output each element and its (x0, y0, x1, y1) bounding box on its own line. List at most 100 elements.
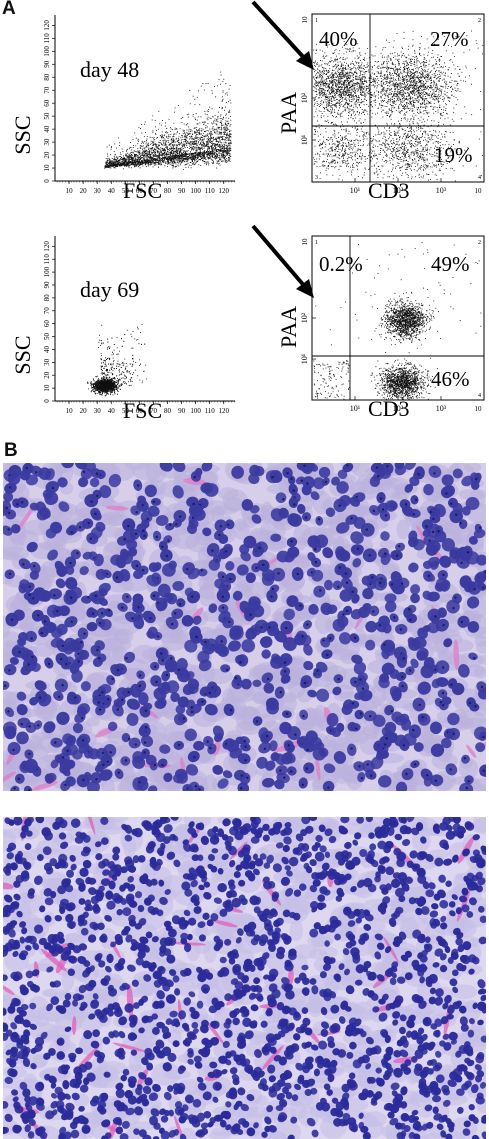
y-tick-label: 100 (43, 266, 51, 277)
y-tick-label: 10¹ (300, 134, 309, 145)
y-tick-label: 40 (43, 345, 51, 353)
quadrant-upper-left-percent: 40% (319, 27, 358, 51)
y-tick-label: 90 (43, 281, 51, 289)
histology-image-bottom (3, 817, 486, 1139)
x-tick-label: 10¹ (350, 186, 361, 195)
y-axis-label-paa: PAA (276, 92, 301, 134)
x-tick-label: 10³ (436, 186, 447, 195)
y-axis-label-ssc: SSC (10, 335, 35, 374)
x-tick-label: 10³ (436, 404, 447, 413)
y-tick-label: 10¹ (300, 353, 309, 364)
arrow (251, 0, 314, 70)
y-tick-label: 120 (43, 241, 51, 252)
subtitle-day69: day 69 (80, 277, 139, 302)
axes (52, 236, 235, 404)
y-axis-label-ssc: SSC (10, 115, 35, 154)
x-tick-label: 10 (66, 187, 74, 195)
y-tick-label: 70 (43, 86, 51, 94)
y-tick-label: 20 (43, 151, 51, 159)
y-tick-label: 100 (43, 46, 51, 57)
event-dots (104, 71, 232, 171)
y-tick-label: 20 (43, 371, 51, 379)
x-tick-label: 20 (80, 187, 88, 195)
event-dots (313, 242, 482, 400)
x-tick-label: 50 (122, 187, 130, 195)
x-axis-end-label: 10 (475, 187, 483, 195)
y-tick-label: 10 (43, 384, 51, 392)
log-tick-labels: 10¹ 10² 10³ 10¹ 10² 10 10 1 2 3 4 (300, 238, 482, 413)
corner-label: 4 (478, 393, 481, 399)
log-tick-labels: 10¹ 10² 10³ 10¹ 10² 10 10 1 2 3 4 (300, 16, 482, 195)
event-dots (313, 30, 484, 182)
y-tick-label: 60 (43, 99, 51, 107)
y-tick-label: 120 (43, 20, 51, 31)
x-tick-label: 80 (164, 407, 172, 415)
x-axis-end-label: 10 (475, 405, 483, 413)
arrow (251, 224, 314, 298)
x-tick-label: 10¹ (350, 404, 361, 413)
corner-label: 4 (478, 175, 481, 181)
quadrant-lower-right-percent: 19% (434, 143, 473, 167)
y-tick-label: 50 (43, 112, 51, 120)
corner-label: 3 (315, 175, 318, 181)
event-dots (87, 324, 148, 397)
axes (52, 15, 235, 184)
x-tick-label: 40 (108, 407, 116, 415)
corner-label: 3 (315, 393, 318, 399)
corner-label: 1 (315, 18, 318, 24)
x-tick-label: 110 (205, 187, 216, 195)
flow-cytometry-panel: SSC day 48 FSC 10 20 30 40 50 60 70 80 90 100 110 1… (10, 0, 485, 423)
y-tick-label: 30 (43, 138, 51, 146)
quadrant-upper-right-percent: 27% (430, 27, 469, 51)
x-tick-label: 30 (94, 187, 102, 195)
y-tick-labels: 0 10 20 30 40 50 60 70 80 90 100 110 120 (43, 20, 51, 183)
x-tick-label: 70 (150, 407, 158, 415)
quadrant-upper-left-percent: 0.2% (319, 252, 363, 276)
x-tick-label: 30 (94, 407, 102, 415)
x-tick-label: 110 (205, 407, 216, 415)
corner-label: 2 (478, 240, 481, 246)
quadrant-lower-right-percent: 46% (431, 367, 470, 391)
x-tick-label: 20 (80, 407, 88, 415)
x-tick-label: 10 (66, 407, 74, 415)
y-tick-label: 10 (43, 164, 51, 172)
y-tick-label: 110 (43, 254, 51, 265)
x-tick-label: 80 (164, 187, 172, 195)
y-axis-end-label: 10 (301, 16, 309, 24)
x-tick-labels: 10 20 30 40 50 60 70 80 90 100 110 120 (66, 407, 230, 415)
y-tick-label: 40 (43, 125, 51, 133)
y-tick-label: 50 (43, 333, 51, 341)
x-tick-label: 100 (190, 407, 201, 415)
y-tick-label: 0 (43, 399, 51, 403)
x-tick-label: 120 (219, 407, 230, 415)
y-tick-label: 90 (43, 60, 51, 68)
x-tick-label: 70 (150, 187, 158, 195)
x-tick-label: 10² (393, 186, 404, 195)
y-tick-label: 10² (300, 312, 309, 323)
corner-label: 1 (315, 240, 318, 246)
x-tick-label: 10² (393, 404, 404, 413)
subtitle-day48: day 48 (80, 57, 139, 82)
y-tick-label: 70 (43, 307, 51, 315)
y-tick-label: 110 (43, 33, 51, 44)
plot-frame (311, 13, 485, 183)
x-tick-label: 90 (178, 407, 186, 415)
y-tick-label: 30 (43, 358, 51, 366)
y-tick-label: 80 (43, 294, 51, 302)
x-tick-label: 100 (190, 187, 201, 195)
y-tick-label: 80 (43, 73, 51, 81)
corner-label: 2 (478, 18, 481, 24)
x-tick-labels: 10 20 30 40 50 60 70 80 90 100 110 120 (66, 187, 230, 195)
histology-image-top (3, 463, 486, 791)
panel-b-label: B (4, 440, 18, 461)
x-tick-label: 60 (136, 407, 144, 415)
x-tick-label: 90 (178, 187, 186, 195)
plot-frame (311, 235, 485, 401)
x-tick-label: 60 (136, 187, 144, 195)
y-tick-label: 0 (43, 179, 51, 183)
x-tick-label: 40 (108, 187, 116, 195)
panel-a-label: A (2, 0, 16, 19)
scatter-plot-day69: SSC day 69 FSC 10 20 30 40 50 60 70 80 90 100 110 1… (10, 236, 235, 423)
